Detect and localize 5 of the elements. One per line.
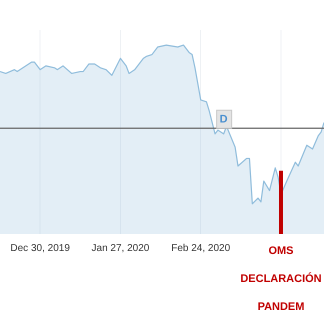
annotation: D [220, 113, 228, 126]
x-tick-label: Jan 27, 2020 [92, 242, 150, 254]
text: OMS DECLARACIÓN PANDEM [240, 245, 322, 313]
x-tick-label: Dec 30, 2019 [10, 242, 70, 254]
x-tick-label: Feb 24, 2020 [171, 242, 231, 254]
